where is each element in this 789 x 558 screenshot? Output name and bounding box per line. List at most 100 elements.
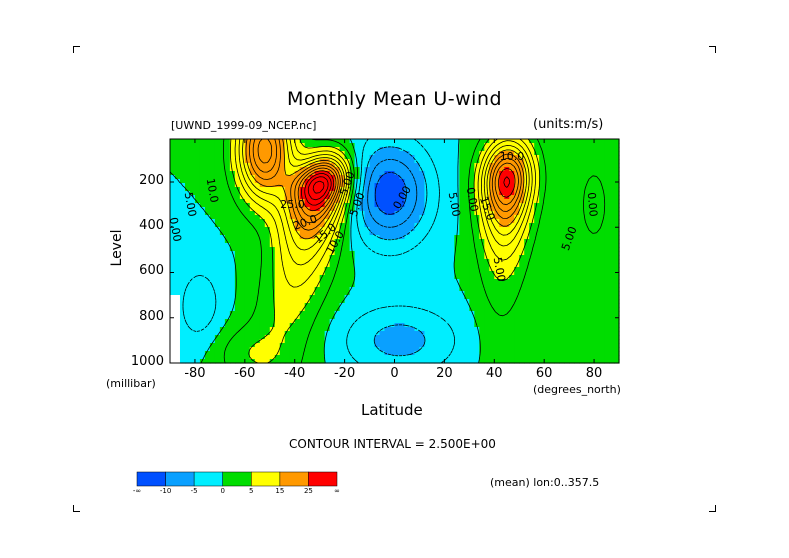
field-cell [269,303,276,308]
field-cell [304,191,311,196]
field-cell [609,163,615,168]
field-cell [579,275,585,280]
field-cell [404,223,411,228]
field-cell [174,343,181,348]
field-cell [244,243,251,248]
field-cell [539,171,545,176]
field-cell [569,315,575,320]
field-cell [209,339,216,344]
field-cell [444,303,450,308]
field-cell [239,291,246,296]
field-cell [574,307,580,312]
field-cell [314,271,321,276]
field-cell [299,287,306,292]
field-cell [239,243,246,248]
field-cell [384,203,391,208]
field-cell [214,163,221,168]
field-cell [519,187,525,192]
field-cell [214,335,221,340]
field-cell [264,303,271,308]
field-cell [209,295,216,300]
field-cell [419,255,426,260]
field-cell [224,227,231,232]
field-cell [299,275,306,280]
field-cell [284,159,291,164]
field-cell [484,255,490,260]
field-cell [574,151,580,156]
field-cell [544,331,550,336]
field-cell [569,271,575,276]
field-cell [604,263,610,268]
field-cell [314,243,321,248]
field-cell [409,327,416,332]
field-cell [444,267,450,272]
field-cell [494,327,500,332]
field-cell [259,143,266,148]
field-cell [234,303,241,308]
field-cell [374,247,381,252]
field-cell [584,143,590,148]
field-cell [239,215,246,220]
field-cell [184,155,191,160]
field-cell [334,259,341,264]
field-cell [519,147,525,152]
field-cell [604,215,610,220]
field-cell [354,147,361,152]
field-cell [564,347,570,352]
field-cell [304,235,311,240]
field-cell [394,267,401,272]
field-cell [439,243,445,248]
field-cell [304,239,311,244]
field-cell [574,247,580,252]
field-cell [539,355,545,360]
field-cell [379,199,386,204]
field-cell [614,251,620,256]
field-cell [254,251,261,256]
field-cell [299,179,306,184]
field-cell [449,179,455,184]
field-cell [509,247,515,252]
field-cell [494,319,500,324]
field-cell [179,199,186,204]
field-cell [229,267,236,272]
field-cell [254,263,261,268]
field-cell [369,199,376,204]
field-cell [364,239,371,244]
field-cell [274,171,281,176]
field-cell [519,319,525,324]
field-cell [170,171,176,176]
field-cell [264,139,271,144]
field-cell [509,147,515,152]
field-cell [249,351,256,356]
field-cell [194,183,201,188]
field-cell [339,227,346,232]
field-cell [239,203,246,208]
field-cell [279,319,286,324]
field-cell [269,231,276,236]
field-cell [574,175,580,180]
field-cell [349,271,356,276]
field-cell [239,251,246,256]
field-cell [549,259,555,264]
field-cell [214,271,221,276]
field-cell [439,251,445,256]
field-cell [274,263,281,268]
field-cell [554,147,560,152]
field-cell [324,247,331,252]
field-cell [309,259,316,264]
field-cell [429,331,436,336]
field-cell [174,251,181,256]
field-cell [394,311,401,316]
field-cell [454,143,460,148]
field-cell [174,187,181,192]
field-cell [494,259,500,264]
field-cell [479,227,485,232]
field-cell [189,255,196,260]
field-cell [489,275,495,280]
field-cell [399,215,406,220]
field-cell [254,211,261,216]
field-cell [364,279,371,284]
field-cell [259,335,266,340]
field-cell [184,247,191,252]
field-cell [244,223,251,228]
